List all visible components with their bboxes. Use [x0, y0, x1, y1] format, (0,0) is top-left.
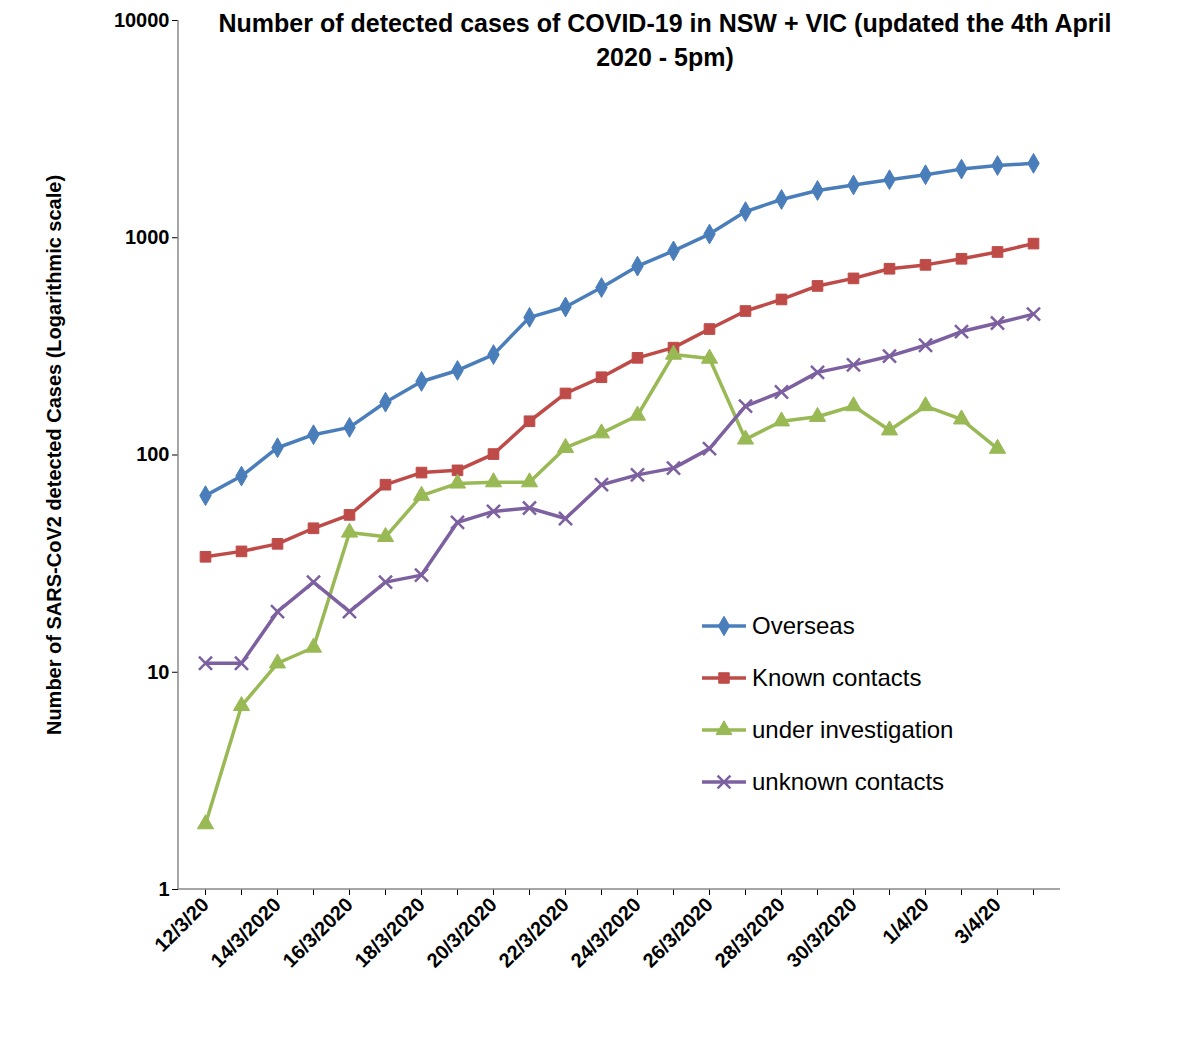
svg-text:100: 100 — [136, 443, 169, 465]
svg-text:1/4/20: 1/4/20 — [878, 893, 933, 948]
html-text:Known contacts: Known contacts — [752, 664, 922, 691]
svg-text:16/3/2020: 16/3/2020 — [278, 893, 356, 971]
svg-text:26/3/2020: 26/3/2020 — [638, 893, 716, 971]
svg-text:20/3/2020: 20/3/2020 — [422, 893, 500, 971]
svg-text:22/3/2020: 22/3/2020 — [494, 893, 572, 971]
html-text:Overseas: Overseas — [752, 612, 855, 639]
svg-text:14/3/2020: 14/3/2020 — [206, 893, 284, 971]
svg-text:1000: 1000 — [125, 226, 170, 248]
svg-text:24/3/2020: 24/3/2020 — [566, 893, 644, 971]
html-text:unknown contacts: unknown contacts — [752, 768, 945, 795]
svg-text:28/3/2020: 28/3/2020 — [710, 893, 788, 971]
html-text:under investigation: under investigation — [752, 716, 954, 743]
html-text:Number of detected cases of CO: Number of detected cases of COVID-19 in … — [218, 9, 1112, 71]
svg-text:3/4/20: 3/4/20 — [950, 893, 1005, 948]
svg-text:Number of SARS-CoV2 detected C: Number of SARS-CoV2 detected Cases (Loga… — [43, 175, 65, 735]
svg-text:10000: 10000 — [114, 9, 170, 31]
svg-text:30/3/2020: 30/3/2020 — [782, 893, 860, 971]
svg-text:12/3/20: 12/3/20 — [150, 893, 213, 956]
svg-text:1: 1 — [158, 878, 169, 900]
svg-text:10: 10 — [147, 661, 169, 683]
svg-text:18/3/2020: 18/3/2020 — [350, 893, 428, 971]
